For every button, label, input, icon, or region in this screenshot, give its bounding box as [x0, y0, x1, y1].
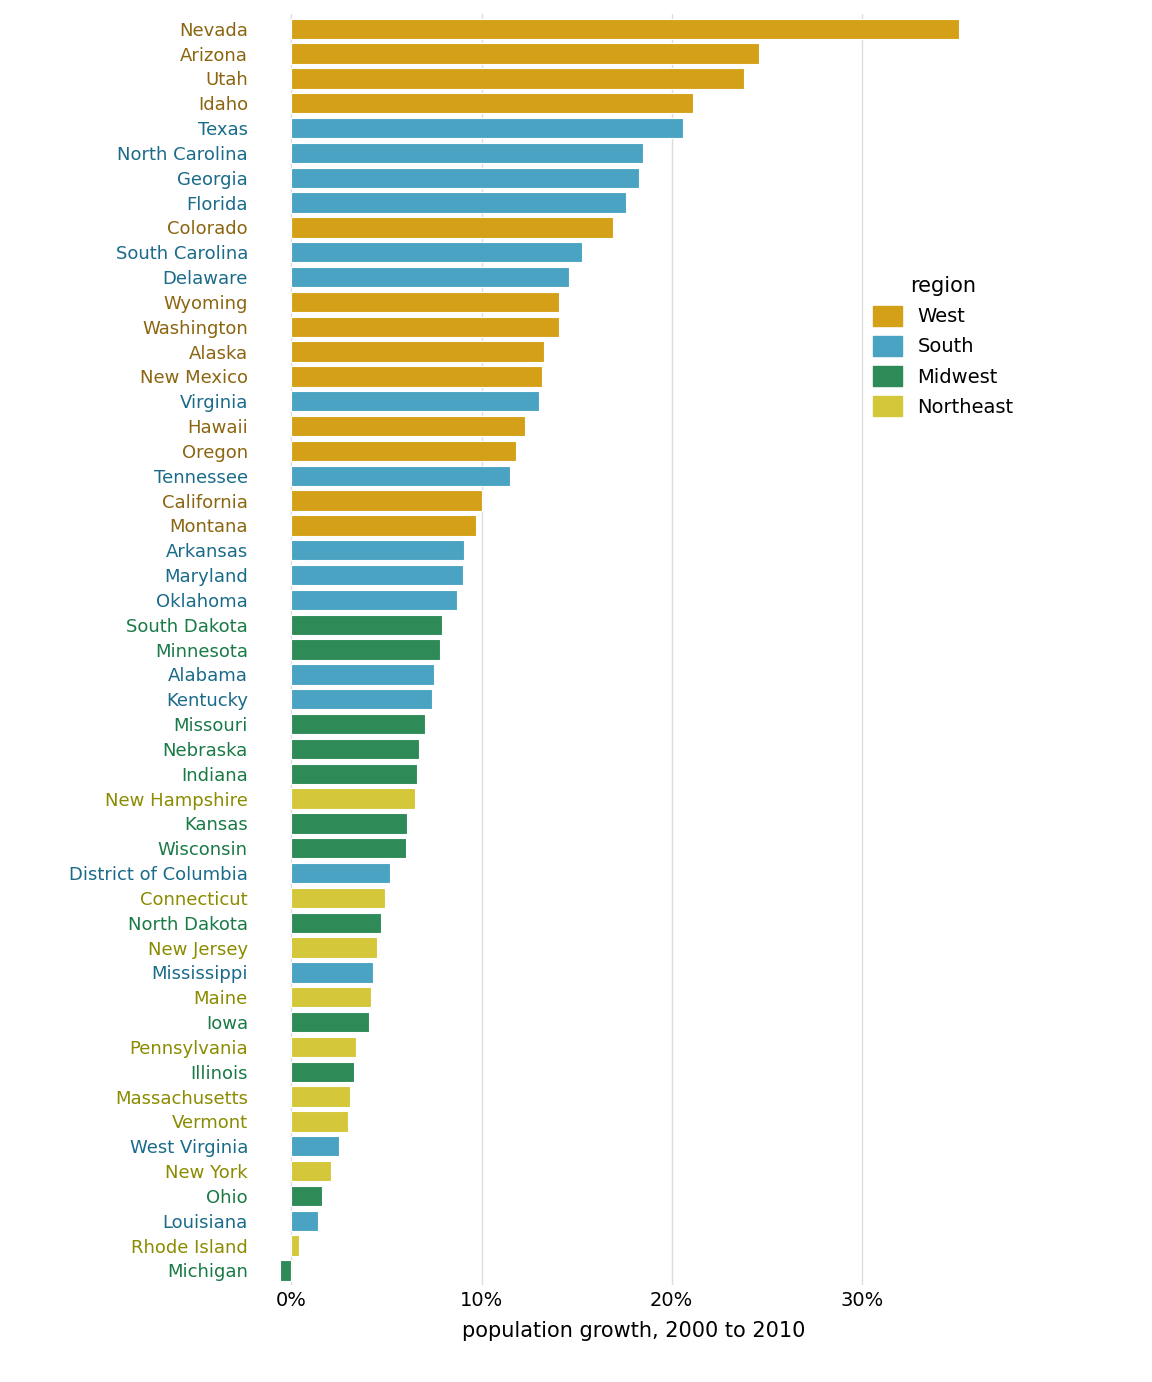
Bar [291, 565, 462, 585]
Bar [291, 1061, 354, 1082]
Bar [291, 416, 525, 437]
Bar [291, 292, 560, 312]
Bar [291, 1186, 321, 1206]
Bar [291, 1236, 300, 1256]
Bar [291, 1161, 332, 1182]
Bar [291, 491, 482, 511]
Bar [291, 1211, 318, 1231]
Bar [291, 43, 759, 64]
Bar [291, 690, 432, 709]
Bar [291, 837, 406, 858]
Bar [291, 167, 639, 188]
Bar [291, 515, 476, 536]
Bar [291, 937, 377, 958]
Bar [291, 862, 391, 883]
Bar [291, 117, 683, 138]
Bar [291, 366, 543, 387]
Bar [291, 739, 419, 759]
Bar [291, 912, 381, 933]
Bar [291, 267, 569, 287]
Bar [280, 1260, 291, 1281]
Bar [291, 18, 958, 39]
Bar [291, 441, 516, 462]
Bar [291, 987, 371, 1007]
Bar [291, 640, 440, 659]
Bar [291, 217, 613, 238]
Bar [291, 1136, 339, 1157]
Bar [291, 788, 415, 808]
Bar [291, 615, 441, 634]
Bar [291, 142, 643, 163]
Bar [291, 665, 434, 684]
X-axis label: population growth, 2000 to 2010: population growth, 2000 to 2010 [462, 1321, 805, 1341]
Bar [291, 93, 692, 113]
Bar [291, 763, 417, 784]
Bar [291, 466, 510, 486]
Bar [291, 391, 538, 412]
Bar [291, 242, 582, 263]
Bar [291, 813, 408, 833]
Bar [291, 341, 544, 362]
Bar [291, 714, 424, 734]
Bar [291, 1111, 348, 1132]
Bar [291, 68, 744, 88]
Bar [291, 316, 560, 337]
Bar [291, 590, 457, 609]
Bar [291, 1036, 356, 1057]
Bar [291, 1012, 370, 1032]
Bar [291, 887, 385, 908]
Legend: West, South, Midwest, Northeast: West, South, Midwest, Northeast [865, 268, 1022, 424]
Bar [291, 192, 626, 213]
Bar [291, 1086, 350, 1107]
Bar [291, 540, 464, 560]
Bar [291, 962, 373, 983]
